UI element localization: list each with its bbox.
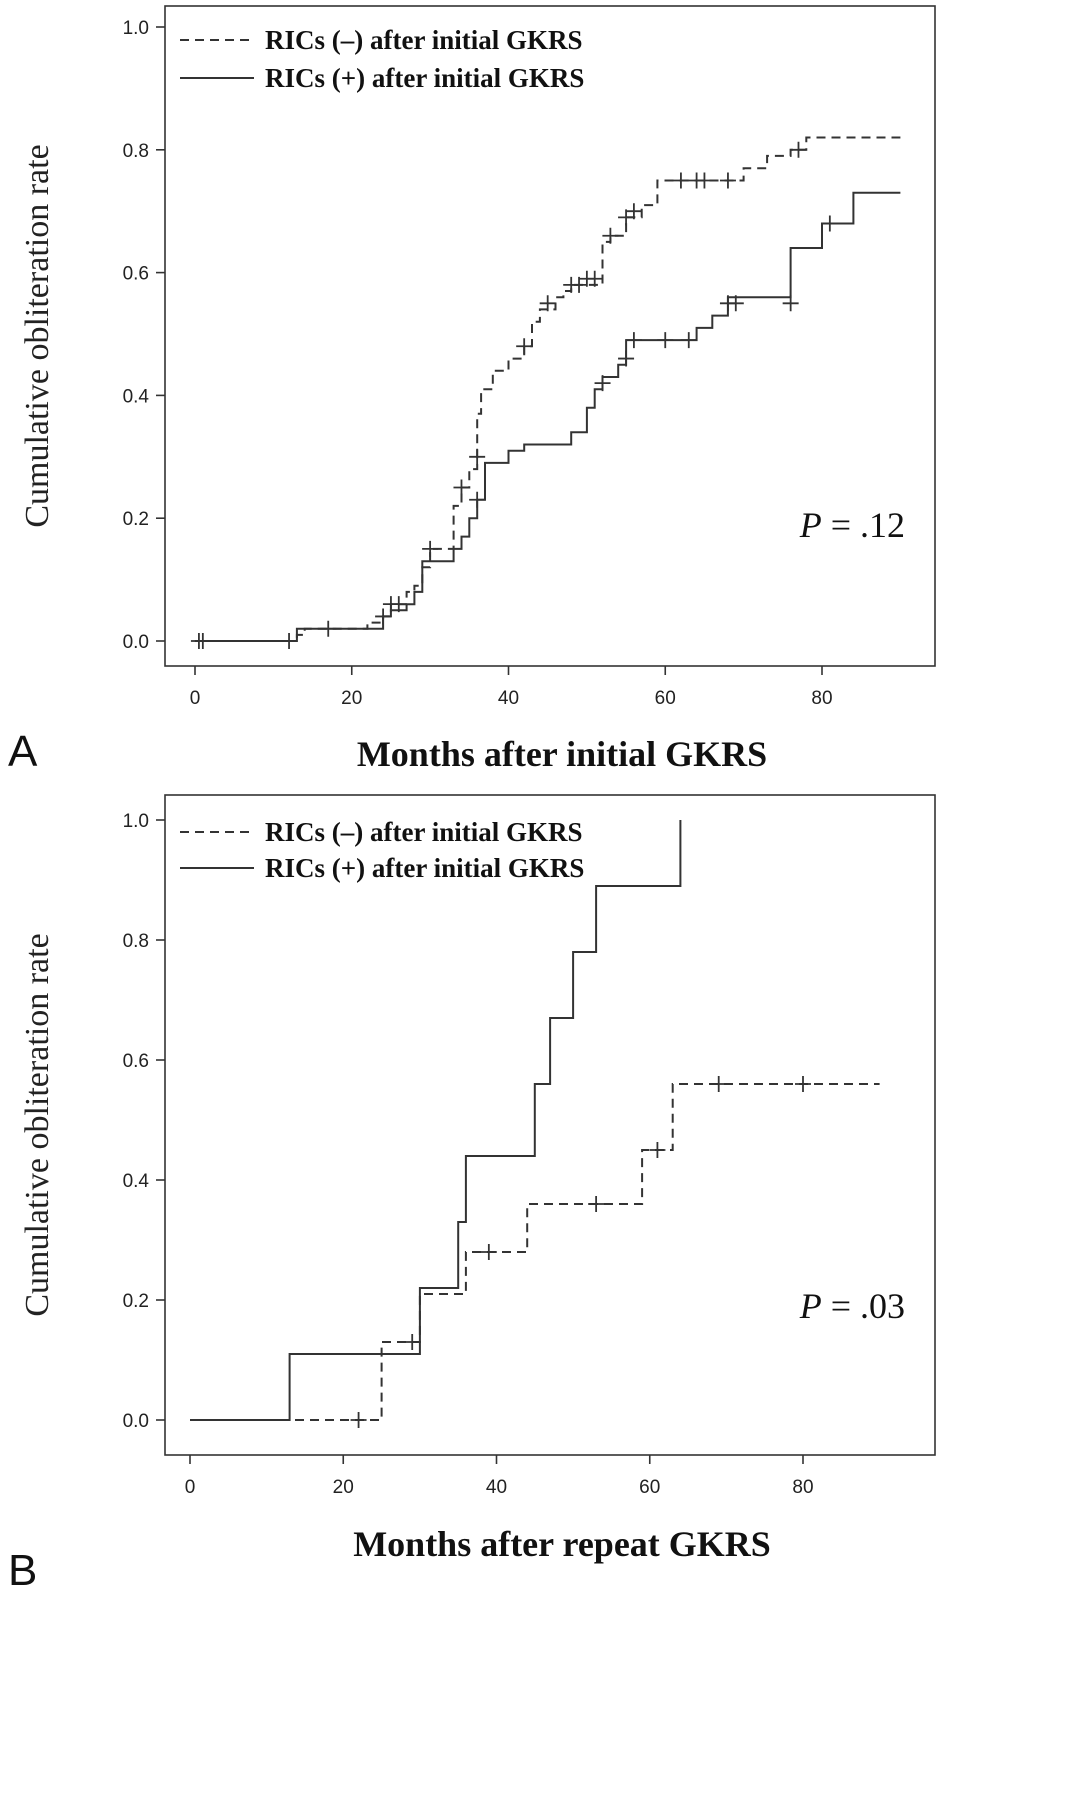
y-tick-label: 0.0 xyxy=(123,632,149,653)
censor-mark xyxy=(625,332,642,349)
series-rics-negative xyxy=(190,136,901,649)
censor-mark xyxy=(469,491,486,508)
p-symbol: P xyxy=(799,505,822,545)
x-axis-label: Months after initial GKRS xyxy=(357,734,767,774)
censor-mark xyxy=(469,448,486,465)
y-axis-label: Cumulative obliteration rate xyxy=(19,933,56,1316)
y-tick-label: 0.6 xyxy=(123,264,149,285)
censor-mark xyxy=(795,1076,811,1092)
y-tick-label: 0.8 xyxy=(123,141,149,162)
censor-mark xyxy=(657,332,674,349)
y-tick-label: 0.4 xyxy=(123,1171,150,1192)
series-rics-positive xyxy=(190,820,682,1421)
censor-mark xyxy=(586,270,603,287)
censor-mark xyxy=(422,540,439,557)
legend-label: RICs (+) after initial GKRS xyxy=(265,63,584,93)
panel-b: 0.0 0.2 0.4 0.6 0.8 1.0 0 20 40 60 80 Cumulative ob… xyxy=(8,794,936,1595)
p-value: = .12 xyxy=(822,505,905,545)
censor-mark xyxy=(594,375,611,392)
panel-letter: B xyxy=(8,1546,37,1595)
censor-mark xyxy=(602,227,619,244)
censor-mark xyxy=(625,203,642,220)
censor-mark xyxy=(710,1076,727,1092)
x-tick-label: 60 xyxy=(639,1477,660,1498)
x-tick-label: 0 xyxy=(190,688,201,709)
censor-mark xyxy=(281,633,298,649)
plot-frame xyxy=(164,794,936,1456)
legend-label: RICs (–) after initial GKRS xyxy=(265,817,583,847)
y-tick-label: 0.8 xyxy=(123,931,149,952)
censor-mark xyxy=(649,1142,666,1158)
censor-mark xyxy=(672,172,689,189)
x-tick-label: 20 xyxy=(333,1477,354,1498)
x-tick-label: 60 xyxy=(655,688,676,709)
series-rics-positive xyxy=(195,191,901,649)
censor-mark xyxy=(727,295,744,312)
censor-mark xyxy=(539,295,556,312)
x-tick-label: 80 xyxy=(792,1477,813,1498)
p-value: = .03 xyxy=(822,1286,905,1326)
km-step-line xyxy=(190,1083,880,1421)
km-step-line xyxy=(190,820,682,1421)
censor-mark xyxy=(821,215,838,232)
censor-mark xyxy=(404,1334,421,1350)
x-tick-label: 20 xyxy=(341,688,362,709)
y-tick-label: 1.0 xyxy=(123,18,149,39)
y-axis-label: Cumulative obliteration rate xyxy=(19,144,56,527)
censor-mark xyxy=(719,172,736,189)
y-tick-label: 1.0 xyxy=(123,811,149,832)
censor-mark xyxy=(790,141,807,158)
y-tick-label: 0.2 xyxy=(123,1291,149,1312)
censor-mark xyxy=(350,1412,367,1428)
censor-mark xyxy=(375,608,392,625)
censor-mark xyxy=(696,172,713,189)
km-step-line xyxy=(195,136,901,642)
censor-mark xyxy=(516,338,533,355)
x-tick-label: 40 xyxy=(498,688,519,709)
km-step-line xyxy=(195,191,901,642)
panel-letter: A xyxy=(8,727,38,776)
y-tick-label: 0.0 xyxy=(123,1411,149,1432)
p-value-annotation: P = .12 xyxy=(799,505,905,545)
censor-mark xyxy=(680,332,697,349)
y-tick-label: 0.2 xyxy=(123,509,149,530)
censor-mark xyxy=(782,295,799,312)
plot-frame xyxy=(164,5,936,667)
censor-mark xyxy=(618,350,635,367)
p-symbol: P xyxy=(799,1286,822,1326)
series-rics-negative xyxy=(190,1076,880,1428)
legend-label: RICs (–) after initial GKRS xyxy=(265,25,583,55)
x-tick-label: 40 xyxy=(486,1477,507,1498)
legend-label: RICs (+) after initial GKRS xyxy=(265,853,584,883)
censor-mark xyxy=(588,1196,605,1212)
censor-mark xyxy=(480,1244,497,1260)
y-tick-label: 0.4 xyxy=(123,386,150,407)
x-axis-label: Months after repeat GKRS xyxy=(353,1524,771,1564)
p-value-annotation: P = .03 xyxy=(799,1286,905,1326)
x-tick-label: 0 xyxy=(185,1477,196,1498)
x-tick-label: 80 xyxy=(811,688,832,709)
censor-mark xyxy=(453,479,470,496)
panel-a: 0.0 0.2 0.4 0.6 0.8 1.0 0 20 40 60 80 Cumulative ob… xyxy=(8,5,936,776)
y-tick-label: 0.6 xyxy=(123,1051,149,1072)
